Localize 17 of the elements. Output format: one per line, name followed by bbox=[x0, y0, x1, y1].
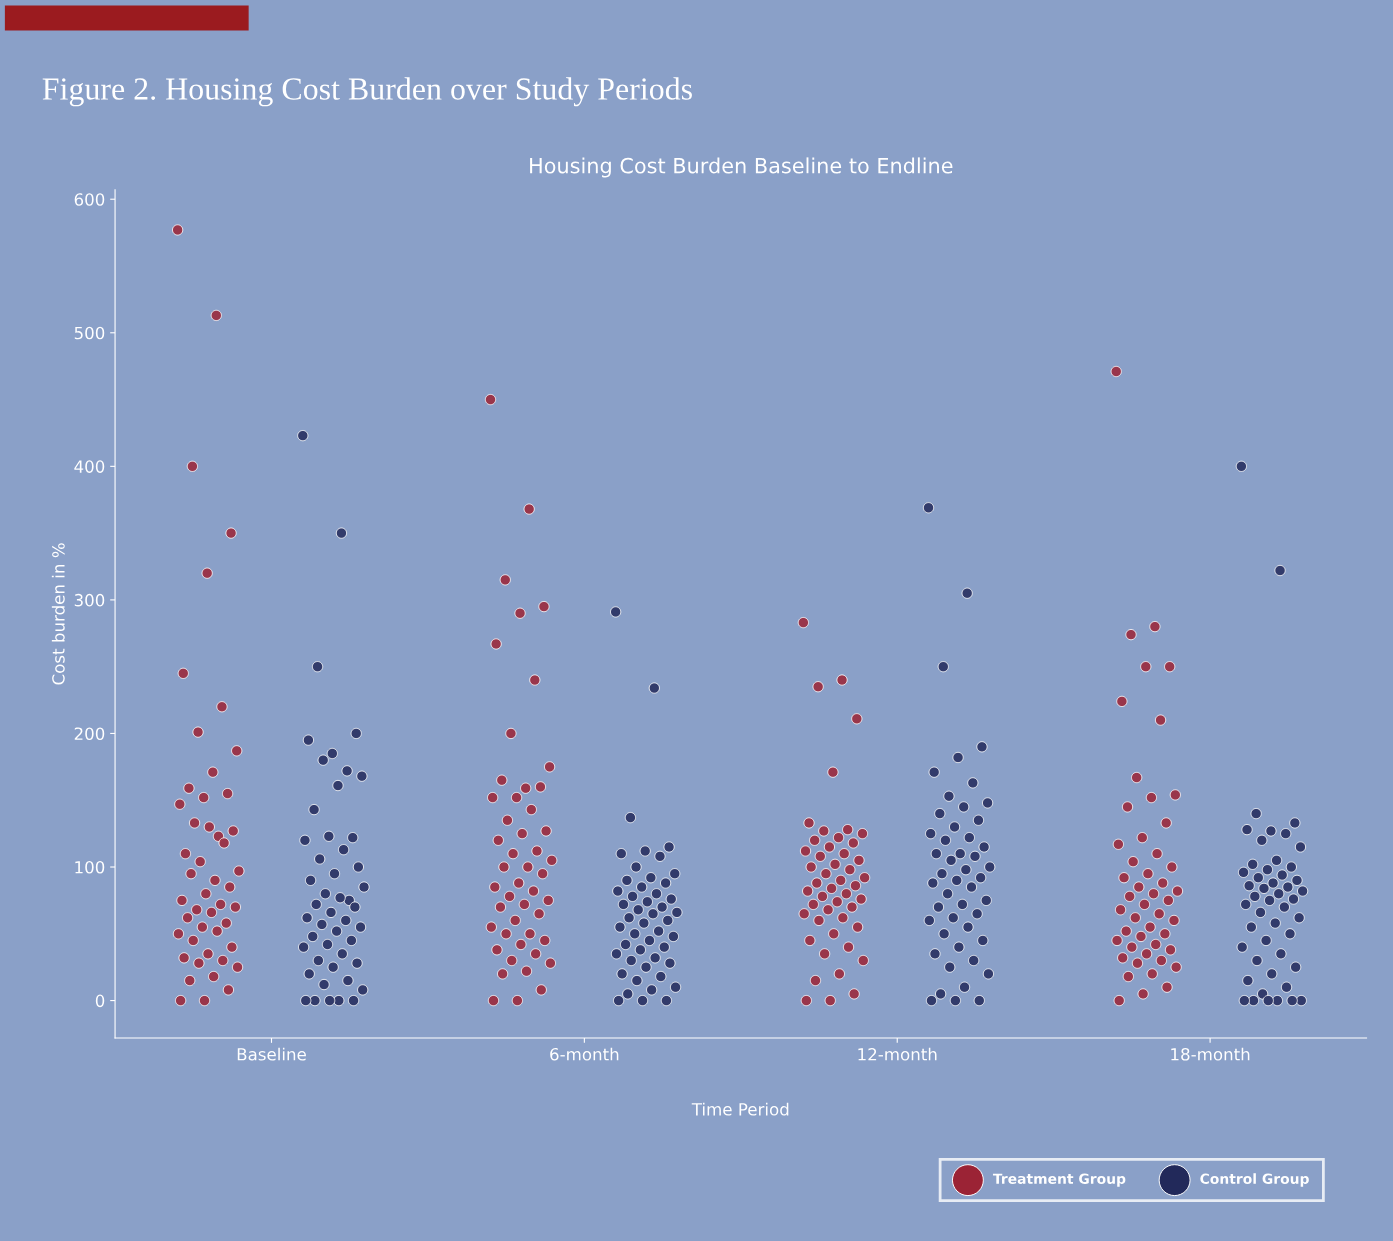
y-axis-title: Cost burden in % bbox=[51, 543, 65, 685]
chart-title: Housing Cost Burden Baseline to Endline bbox=[530, 157, 953, 178]
x-tick-label: 6-month bbox=[550, 1047, 619, 1061]
y-tick-label: 400 bbox=[74, 460, 105, 473]
y-tick-label: 100 bbox=[75, 860, 105, 874]
x-tick-label: Baseline bbox=[237, 1047, 306, 1061]
x-tick-label: 12-month bbox=[858, 1047, 937, 1061]
chart-subtitle: Figure 2. Housing Cost Burden over Study Periods bbox=[42, 77, 692, 107]
y-tick-label: 200 bbox=[74, 727, 105, 741]
legend-label: Control Group bbox=[1200, 1173, 1309, 1187]
y-tick-label: 0 bbox=[95, 994, 105, 1008]
y-tick-label: 300 bbox=[74, 593, 105, 607]
y-tick-label: 600 bbox=[74, 193, 105, 206]
legend-label: Treatment Group bbox=[992, 1173, 1126, 1187]
x-tick-label: 18-month bbox=[1171, 1047, 1250, 1061]
y-tick-label: 500 bbox=[74, 326, 105, 340]
x-axis-title: Time Period bbox=[691, 1102, 789, 1116]
